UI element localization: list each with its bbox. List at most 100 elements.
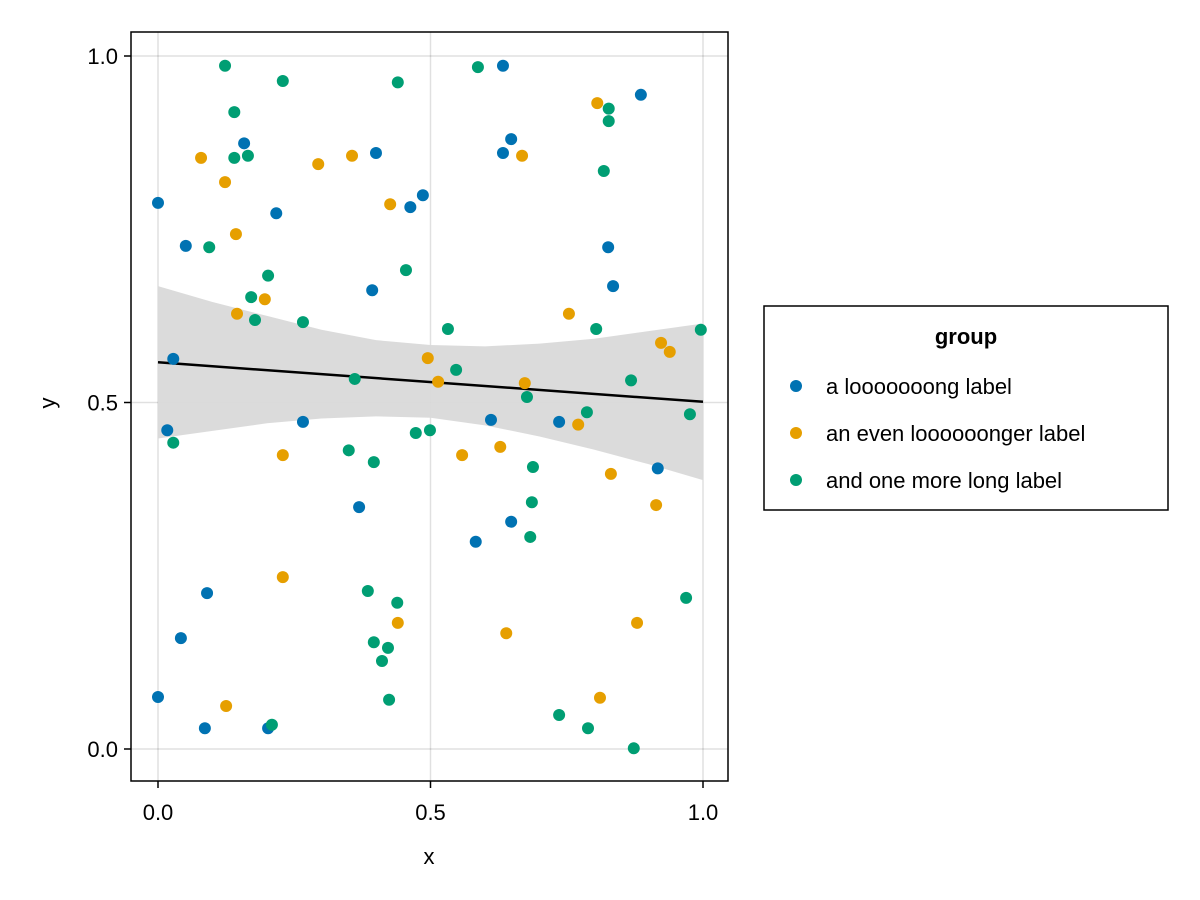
data-point xyxy=(231,307,244,320)
data-point xyxy=(229,228,242,241)
data-point xyxy=(161,424,174,437)
data-point xyxy=(607,280,620,293)
data-point xyxy=(553,415,566,428)
legend-title: group xyxy=(935,324,997,349)
data-point xyxy=(296,415,309,428)
data-point xyxy=(370,147,382,160)
data-point xyxy=(572,418,585,431)
data-point xyxy=(238,137,251,150)
data-point xyxy=(346,149,359,162)
data-point xyxy=(604,467,617,480)
x-tick-label: 1.0 xyxy=(688,800,719,825)
data-point xyxy=(228,106,241,119)
data-point xyxy=(384,198,397,211)
regression-line xyxy=(157,361,704,404)
data-point xyxy=(496,147,509,160)
data-point xyxy=(416,189,429,202)
data-point xyxy=(505,133,518,146)
data-point xyxy=(602,241,615,254)
data-point xyxy=(409,426,422,439)
data-point xyxy=(203,241,216,254)
data-point xyxy=(597,165,610,178)
data-point xyxy=(276,74,289,87)
data-point xyxy=(520,390,533,403)
data-point xyxy=(496,59,509,72)
data-point xyxy=(655,336,668,349)
legend-frame xyxy=(763,305,1169,511)
data-point xyxy=(391,76,404,89)
data-point xyxy=(198,722,211,735)
data-point xyxy=(258,293,271,306)
data-point xyxy=(219,59,232,72)
data-point xyxy=(602,115,615,128)
data-point xyxy=(469,535,482,548)
data-point xyxy=(296,316,309,329)
data-points xyxy=(152,59,707,755)
data-point xyxy=(152,196,164,209)
data-point xyxy=(270,207,283,220)
data-point xyxy=(367,456,380,469)
data-point xyxy=(381,641,394,654)
data-point xyxy=(432,375,445,388)
data-point xyxy=(625,374,638,387)
data-point xyxy=(399,264,412,277)
data-point xyxy=(680,591,693,604)
data-point xyxy=(391,616,404,629)
legend-entry-label: a looooooong label xyxy=(826,374,1012,399)
data-point xyxy=(249,314,262,327)
data-point xyxy=(631,616,644,629)
data-point xyxy=(167,436,180,449)
legend-entry-label: an even loooooonger label xyxy=(826,421,1085,446)
y-tick-label: 0.0 xyxy=(87,737,118,762)
data-point xyxy=(167,352,180,365)
data-point xyxy=(591,97,604,110)
data-point xyxy=(366,284,379,297)
data-point xyxy=(312,158,325,171)
data-point xyxy=(219,176,232,189)
regression-line-group xyxy=(157,361,704,404)
data-point xyxy=(500,627,513,640)
data-point xyxy=(423,424,436,437)
data-point xyxy=(518,377,531,390)
data-point xyxy=(526,460,539,473)
data-point xyxy=(562,307,575,320)
y-axis-label: y xyxy=(35,398,60,409)
data-point xyxy=(484,413,497,426)
data-point xyxy=(201,587,214,600)
data-point xyxy=(456,449,469,462)
data-point xyxy=(342,444,355,457)
data-point xyxy=(627,742,640,755)
data-point xyxy=(525,496,538,509)
data-point xyxy=(651,462,664,475)
y-tick-label: 1.0 xyxy=(87,44,118,69)
data-point xyxy=(262,269,275,282)
data-point xyxy=(593,691,606,704)
data-point xyxy=(383,693,396,706)
data-point xyxy=(471,61,484,74)
data-point xyxy=(353,501,366,514)
data-point xyxy=(220,700,233,713)
data-point xyxy=(276,571,289,584)
data-point xyxy=(241,149,254,162)
data-point xyxy=(348,372,361,385)
data-point xyxy=(421,352,434,365)
data-point xyxy=(582,722,595,735)
data-point xyxy=(634,88,647,101)
data-point xyxy=(152,691,164,704)
legend-entry-label: and one more long label xyxy=(826,468,1062,493)
data-point xyxy=(245,291,258,304)
data-point xyxy=(195,151,208,164)
data-point xyxy=(683,408,696,421)
x-tick-label: 0.5 xyxy=(415,800,446,825)
legend-marker xyxy=(790,427,802,439)
data-point xyxy=(361,584,374,597)
data-point xyxy=(174,632,187,645)
data-point xyxy=(441,323,454,336)
data-point xyxy=(580,406,593,419)
data-point xyxy=(450,363,463,376)
data-point xyxy=(602,102,615,115)
data-point xyxy=(276,449,289,462)
data-point xyxy=(404,201,417,214)
data-point xyxy=(179,239,192,252)
